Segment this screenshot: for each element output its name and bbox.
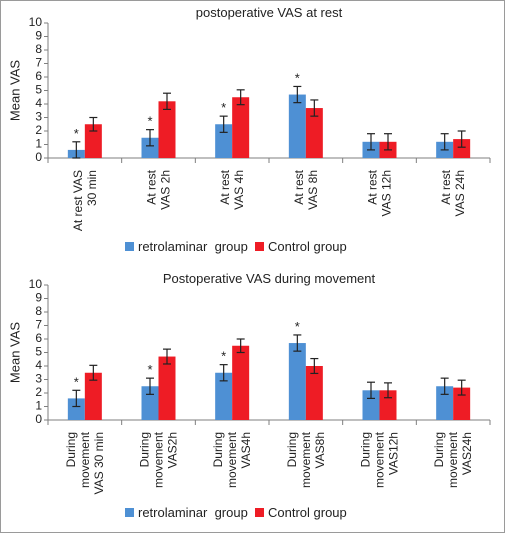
bar-control: [232, 345, 250, 420]
x-category-label: At rest: [145, 169, 159, 204]
significance-star: *: [221, 349, 226, 364]
legend-label: Control group: [268, 239, 347, 254]
legend-label: retrolaminar group: [138, 239, 248, 254]
y-tick-label: 7: [35, 56, 42, 70]
y-tick-label: 7: [35, 318, 42, 332]
x-category-label: At rest: [218, 169, 232, 204]
x-category-label: At rest VAS: [71, 170, 85, 231]
significance-star: *: [221, 100, 226, 115]
y-tick-label: 6: [35, 331, 42, 345]
chart-title: Postoperative VAS during movement: [163, 271, 376, 286]
x-category-label: During: [211, 432, 225, 467]
x-category-label: VAS24h: [460, 432, 474, 475]
bar-retrolaminar: [215, 372, 233, 420]
y-tick-label: 1: [35, 137, 42, 151]
y-tick-label: 2: [35, 123, 42, 137]
x-category-label: During: [432, 432, 446, 467]
y-axis-label: Mean VAS: [7, 322, 22, 384]
bar-retrolaminar: [215, 124, 233, 158]
y-tick-label: 10: [29, 277, 43, 291]
x-category-label: VAS 12h: [380, 170, 394, 216]
bar-retrolaminar: [288, 94, 306, 158]
y-tick-label: 8: [35, 304, 42, 318]
x-category-label: VAS 4h: [232, 170, 246, 210]
y-tick-label: 4: [35, 358, 42, 372]
legend-swatch-retrolaminar: [125, 242, 134, 251]
y-axis-label: Mean VAS: [7, 60, 22, 122]
y-tick-label: 1: [35, 399, 42, 413]
y-tick-label: 3: [35, 110, 42, 124]
x-category-label: VAS8h: [313, 432, 327, 468]
bar-control: [158, 101, 176, 158]
legend-swatch-control: [255, 242, 264, 251]
y-tick-label: 0: [35, 412, 42, 426]
x-category-label: VAS 30 min: [92, 432, 106, 494]
x-category-label: VAS 24h: [453, 170, 467, 216]
y-tick-label: 5: [35, 345, 42, 359]
y-tick-label: 0: [35, 150, 42, 164]
x-category-label: VAS 2h: [159, 170, 173, 210]
bar-retrolaminar: [141, 137, 159, 158]
significance-star: *: [74, 374, 79, 389]
x-category-label: During: [138, 432, 152, 467]
bar-control: [84, 372, 102, 420]
x-category-label: VAS12h: [387, 432, 401, 475]
y-tick-label: 9: [35, 291, 42, 305]
bar-control: [379, 390, 397, 420]
x-category-label: 30 min: [85, 170, 99, 206]
y-tick-label: 10: [29, 15, 43, 29]
legend-label: Control group: [268, 505, 347, 520]
bar-control: [453, 139, 471, 158]
y-tick-label: 4: [35, 96, 42, 110]
y-tick-label: 5: [35, 83, 42, 97]
significance-star: *: [147, 114, 152, 129]
legend-swatch-retrolaminar: [125, 508, 134, 517]
bar-retrolaminar: [362, 390, 380, 420]
bar-retrolaminar: [436, 386, 454, 420]
x-category-label: movement: [446, 431, 460, 488]
x-category-label: movement: [299, 431, 313, 488]
bar-control: [305, 366, 323, 420]
x-category-label: During: [359, 432, 373, 467]
significance-star: *: [74, 126, 79, 141]
x-category-label: VAS2h: [166, 432, 180, 468]
chart-title: postoperative VAS at rest: [196, 5, 343, 20]
x-category-label: VAS4h: [239, 432, 253, 468]
x-category-label: movement: [152, 431, 166, 488]
bar-retrolaminar: [67, 398, 85, 420]
legend-label: retrolaminar group: [138, 505, 248, 520]
x-category-label: movement: [373, 431, 387, 488]
bar-control: [232, 97, 250, 158]
y-tick-label: 6: [35, 69, 42, 83]
x-category-label: At rest: [439, 169, 453, 204]
significance-star: *: [295, 70, 300, 85]
x-category-label: At rest: [366, 169, 380, 204]
bar-control: [305, 108, 323, 158]
y-tick-label: 3: [35, 372, 42, 386]
y-tick-label: 8: [35, 42, 42, 56]
significance-star: *: [147, 362, 152, 377]
bar-control: [453, 387, 471, 420]
y-tick-label: 9: [35, 29, 42, 43]
x-category-label: movement: [78, 431, 92, 488]
x-category-label: During: [285, 432, 299, 467]
y-tick-label: 2: [35, 385, 42, 399]
significance-star: *: [295, 319, 300, 334]
x-category-label: VAS 8h: [306, 170, 320, 210]
bar-retrolaminar: [288, 343, 306, 420]
bar-retrolaminar: [141, 386, 159, 420]
x-category-label: At rest: [292, 169, 306, 204]
bar-control: [158, 356, 176, 420]
x-category-label: During: [64, 432, 78, 467]
bar-control: [84, 124, 102, 158]
x-category-label: movement: [225, 431, 239, 488]
legend-swatch-control: [255, 508, 264, 517]
